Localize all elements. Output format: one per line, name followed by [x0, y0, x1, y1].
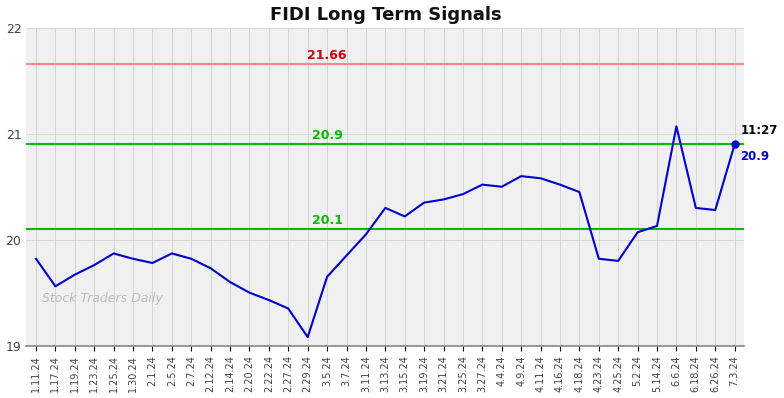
Text: 20.9: 20.9 — [740, 150, 770, 163]
Text: 20.9: 20.9 — [312, 129, 343, 142]
Text: 20.1: 20.1 — [311, 214, 343, 227]
Text: 21.66: 21.66 — [307, 49, 347, 62]
Title: FIDI Long Term Signals: FIDI Long Term Signals — [270, 6, 501, 23]
Text: Stock Traders Daily: Stock Traders Daily — [42, 293, 162, 305]
Text: 11:27: 11:27 — [740, 124, 778, 137]
